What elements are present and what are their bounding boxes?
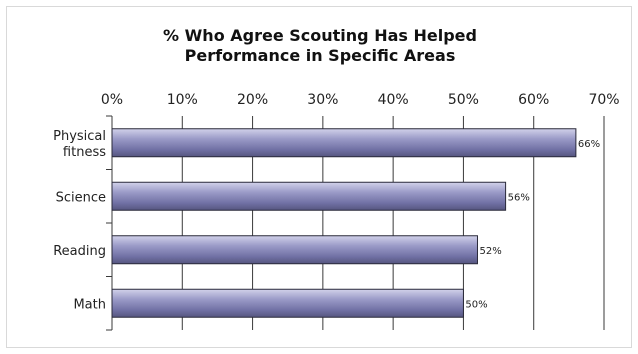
plot-area: 0% 10% 20% 30% 40% 50% 60% 70% 66% Physicalfitnes… (53, 92, 620, 331)
bar-value-label: 52% (479, 246, 501, 257)
x-tick-label: 60% (518, 92, 549, 108)
x-tick-label: 50% (448, 92, 479, 108)
category-label: fitness (63, 145, 106, 160)
category-label: Math (73, 297, 106, 312)
x-tick-label: 20% (237, 92, 268, 108)
chart-title-line-2: Performance in Specific Areas (185, 46, 456, 65)
x-tick-label: 30% (307, 92, 338, 108)
bar-value-label: 56% (508, 192, 530, 203)
bar (111, 181, 507, 211)
category-label: Reading (53, 244, 106, 259)
category-label: Physical (53, 129, 106, 144)
chart-title-line-1: % Who Agree Scouting Has Helped (163, 26, 477, 45)
x-tick-label: 0% (101, 92, 123, 108)
x-tick-label: 10% (167, 92, 198, 108)
bar-value-label: 66% (578, 139, 600, 150)
bar-value-label: 50% (465, 299, 487, 310)
bar (111, 235, 478, 265)
x-tick-label: 40% (378, 92, 409, 108)
bar (111, 288, 464, 318)
category-label: Science (56, 190, 106, 205)
x-tick-label: 70% (588, 92, 619, 108)
bar (111, 128, 577, 158)
